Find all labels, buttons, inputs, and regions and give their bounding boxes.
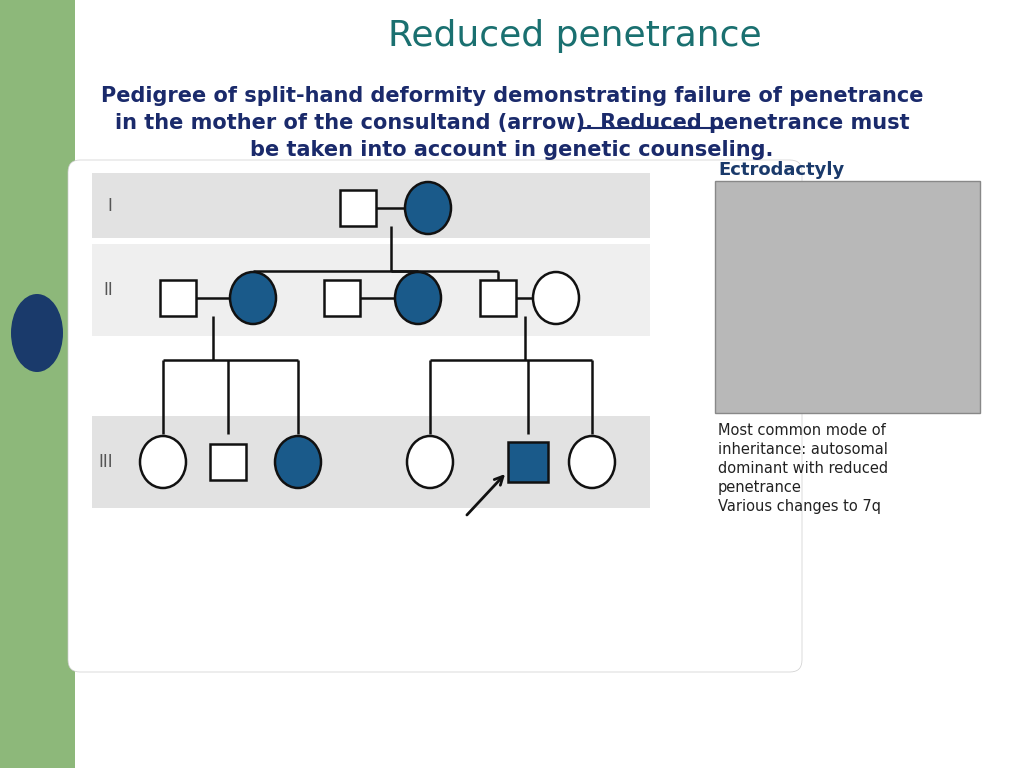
Bar xyxy=(340,190,376,226)
Text: Reduced penetrance: Reduced penetrance xyxy=(388,19,762,53)
Text: II: II xyxy=(103,281,113,299)
Text: dominant with reduced: dominant with reduced xyxy=(718,461,888,476)
Ellipse shape xyxy=(395,272,441,324)
Bar xyxy=(210,444,246,480)
Text: Most common mode of: Most common mode of xyxy=(718,423,886,438)
Text: penetrance: penetrance xyxy=(718,480,802,495)
Bar xyxy=(92,416,650,508)
Bar xyxy=(92,244,650,336)
Bar xyxy=(715,181,980,413)
Bar xyxy=(92,173,650,238)
Text: III: III xyxy=(98,453,114,471)
Text: Pedigree of split-hand deformity demonstrating failure of penetrance: Pedigree of split-hand deformity demonst… xyxy=(100,86,924,106)
Bar xyxy=(508,442,548,482)
Bar xyxy=(0,0,75,768)
Bar xyxy=(324,280,360,316)
Text: inheritance: autosomal: inheritance: autosomal xyxy=(718,442,888,457)
Text: I: I xyxy=(108,197,113,215)
Ellipse shape xyxy=(140,436,186,488)
Text: Ectrodactyly: Ectrodactyly xyxy=(718,161,844,179)
Ellipse shape xyxy=(275,436,321,488)
Ellipse shape xyxy=(534,272,579,324)
Text: in the mother of the consultand (arrow). Reduced penetrance must: in the mother of the consultand (arrow).… xyxy=(115,113,909,133)
Ellipse shape xyxy=(230,272,276,324)
Ellipse shape xyxy=(11,294,63,372)
FancyBboxPatch shape xyxy=(68,160,802,672)
Bar xyxy=(480,280,516,316)
Bar xyxy=(160,280,196,316)
Ellipse shape xyxy=(407,436,453,488)
Ellipse shape xyxy=(569,436,615,488)
Text: be taken into account in genetic counseling.: be taken into account in genetic counsel… xyxy=(250,140,774,160)
Text: Various changes to 7q: Various changes to 7q xyxy=(718,499,881,514)
Ellipse shape xyxy=(406,182,451,234)
